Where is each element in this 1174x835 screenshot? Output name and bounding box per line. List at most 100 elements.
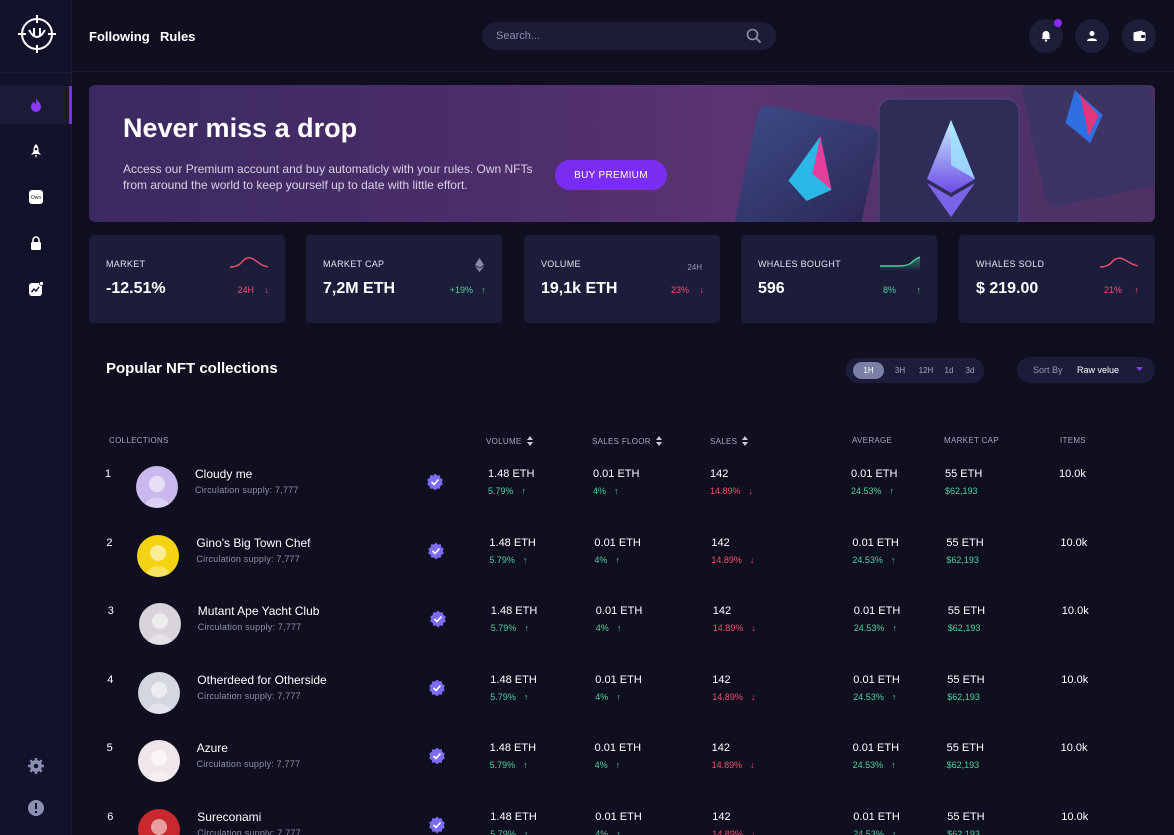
stat-period: 24H (687, 263, 702, 272)
search-icon[interactable] (746, 28, 762, 44)
nav-rules[interactable]: Rules (160, 29, 196, 44)
verified-icon (428, 542, 445, 560)
stat-period: 24H (237, 285, 254, 295)
sidebar: Own (0, 0, 72, 835)
sparkline-icon (1099, 257, 1139, 268)
table-row[interactable]: 5 Azure Circulation supply: 7,777 1.48 E… (102, 734, 1162, 802)
stat-change-value: +19% (449, 285, 473, 295)
arrow-down-icon: ↓ (699, 285, 705, 295)
average-value: 0.01 ETH (851, 468, 898, 480)
collection-avatar[interactable] (138, 603, 181, 646)
notifications-button[interactable] (1029, 19, 1063, 53)
collection-avatar[interactable] (137, 740, 180, 783)
card-icon-label: Own (31, 195, 42, 201)
stat-change: 24H ↓ (237, 285, 269, 295)
sales-change: 14.89% ↓ (711, 554, 755, 565)
stat-value: 19,1k ETH (541, 280, 618, 297)
table-row[interactable]: 3 Mutant Ape Yacht Club Circulation supp… (103, 597, 1163, 665)
stat-label: WHALES BOUGHT (758, 259, 841, 269)
settings-icon (28, 758, 44, 774)
collection-avatar[interactable] (137, 534, 180, 577)
table-row[interactable]: 1 Cloudy me Circulation supply: 7,777 1.… (100, 460, 1160, 528)
sales-value: 142 (712, 673, 731, 686)
collection-supply: Circulation supply: 7,777 (195, 485, 299, 495)
collection-avatar[interactable] (138, 671, 181, 714)
volume-change: 5.79% ↑ (490, 691, 529, 702)
sidebar-item-owned[interactable]: Own (0, 178, 72, 216)
buy-premium-button[interactable]: BUY PREMIUM (555, 160, 667, 190)
collection-name[interactable]: Sureconami (197, 810, 262, 824)
nft-cards-illustration (735, 85, 1155, 222)
stat-card-whales-sold: WHALES SOLD $ 219.00 21% ↑ (959, 235, 1155, 323)
floor-change: 4% ↑ (593, 486, 619, 496)
arrow-up-icon: ↑ (916, 285, 922, 295)
collection-name[interactable]: Azure (196, 741, 228, 756)
stat-label: MARKET CAP (323, 259, 385, 269)
avatar-image (138, 603, 181, 646)
stat-change: 21% ↑ (1104, 285, 1139, 295)
collection-avatar[interactable] (136, 466, 178, 508)
banner-title: Never miss a drop (123, 113, 358, 143)
sidebar-item-trending[interactable] (0, 86, 72, 124)
time-filter-12h[interactable]: 12H (918, 366, 934, 375)
stat-label: WHALES SOLD (976, 259, 1045, 269)
collection-name[interactable]: Cloudy me (195, 467, 253, 481)
bell-icon (1041, 31, 1051, 42)
sidebar-item-launch[interactable] (0, 132, 72, 170)
sidebar-item-locked[interactable] (0, 224, 72, 262)
table-row[interactable]: 6 Sureconami Circulation supply: 7,777 1… (102, 803, 1162, 835)
avatar-image (137, 740, 180, 783)
table-row[interactable]: 4 Otherdeed for Otherside Circulation su… (102, 666, 1162, 734)
average-value: 0.01 ETH (853, 605, 901, 618)
fire-icon (31, 98, 41, 112)
time-filter-1h[interactable]: 1H (853, 362, 884, 379)
average-change: 24.53% ↑ (852, 554, 896, 565)
floor-change: 4% ↑ (595, 829, 621, 835)
average-change: 24.53% ↑ (852, 760, 896, 771)
average-change: 24.53% ↑ (853, 623, 897, 634)
ethereum-icon (475, 258, 484, 272)
stat-change-value: 23% (670, 285, 689, 295)
header-volume[interactable]: VOLUME (486, 436, 533, 446)
floor-value: 0.01 ETH (595, 605, 643, 618)
collection-name[interactable]: Mutant Ape Yacht Club (197, 604, 320, 619)
items-value: 10.0k (1061, 605, 1089, 618)
search-input[interactable] (496, 28, 736, 44)
market-cap-value: 55 ETH (946, 536, 984, 549)
arrow-down-icon: ↓ (264, 285, 270, 295)
floor-value: 0.01 ETH (595, 673, 642, 686)
volume-value: 1.48 ETH (490, 811, 537, 823)
avatar-image (138, 809, 181, 835)
table-row[interactable]: 2 Gino's Big Town Chef Circulation suppl… (101, 529, 1161, 597)
sort-dropdown[interactable]: Sort By Raw velue (1017, 357, 1155, 383)
profile-button[interactable] (1075, 19, 1109, 53)
time-filter-3h[interactable]: 3H (894, 366, 906, 375)
collection-avatar[interactable] (138, 809, 181, 835)
stat-change-value: 8% (882, 285, 896, 295)
avatar-image (137, 534, 180, 577)
volume-value: 1.48 ETH (489, 742, 537, 755)
sparkline-icon (229, 256, 269, 268)
verified-icon (429, 610, 446, 628)
collection-name[interactable]: Gino's Big Town Chef (196, 535, 311, 550)
card-icon: Own (29, 190, 43, 204)
sidebar-alerts[interactable] (0, 789, 72, 827)
stat-value: 596 (758, 280, 785, 297)
wallet-button[interactable] (1122, 19, 1156, 53)
header-sales-floor[interactable]: SALES FLOOR (592, 436, 662, 446)
verified-icon (429, 816, 446, 834)
time-filter-3d[interactable]: 3d (965, 366, 975, 375)
collection-name[interactable]: Otherdeed for Otherside (197, 672, 327, 687)
header-market-cap: MARKET CAP (944, 436, 999, 445)
nav-following[interactable]: Following (89, 29, 150, 44)
time-filter-1d[interactable]: 1d (944, 366, 954, 375)
sidebar-settings[interactable] (0, 747, 72, 785)
logo-icon[interactable] (17, 14, 57, 54)
row-rank: 4 (107, 673, 114, 686)
arrow-up-icon: ↑ (481, 285, 487, 295)
stat-card-whales-bought: WHALES BOUGHT 596 8% ↑ (741, 235, 937, 323)
header-sales[interactable]: SALES (710, 436, 749, 446)
sales-change: 14.89% ↓ (710, 486, 754, 496)
stat-change: 8% ↑ (883, 285, 921, 295)
sidebar-item-analytics[interactable] (0, 270, 72, 308)
